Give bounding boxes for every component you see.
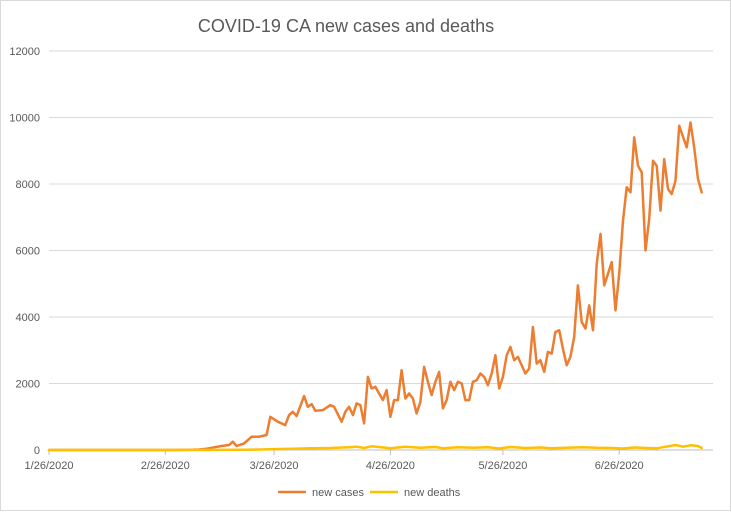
x-axis-ticks: 1/26/2020 2/26/2020 3/26/2020 4/26/2020 5/26…: [25, 450, 644, 472]
y-tick-label: 6000: [16, 246, 40, 258]
x-tick-label: 5/26/2020: [478, 460, 527, 472]
gridlines: [49, 50, 713, 451]
x-tick-label: 6/26/2020: [595, 460, 644, 472]
x-tick-label: 3/26/2020: [250, 460, 299, 472]
y-tick-label: 4000: [16, 312, 40, 324]
legend: new cases new deaths: [278, 487, 461, 499]
series-lines: [47, 121, 703, 452]
chart-title: COVID-19 CA new cases and deaths: [198, 16, 494, 36]
x-tick-label: 2/26/2020: [141, 460, 190, 472]
new-deaths-line: [47, 443, 703, 452]
legend-label: new deaths: [404, 487, 461, 499]
y-tick-label: 2000: [16, 379, 40, 391]
x-tick-label: 1/26/2020: [25, 460, 74, 472]
new-cases-line: [47, 121, 703, 452]
y-tick-label: 10000: [9, 113, 40, 125]
y-tick-label: 12000: [9, 46, 40, 58]
y-axis-ticks: 0 2000 4000 6000 8000 10000 12000: [9, 46, 40, 457]
legend-label: new cases: [312, 487, 364, 499]
y-tick-label: 0: [34, 445, 40, 457]
y-tick-label: 8000: [16, 179, 40, 191]
x-tick-label: 4/26/2020: [366, 460, 415, 472]
